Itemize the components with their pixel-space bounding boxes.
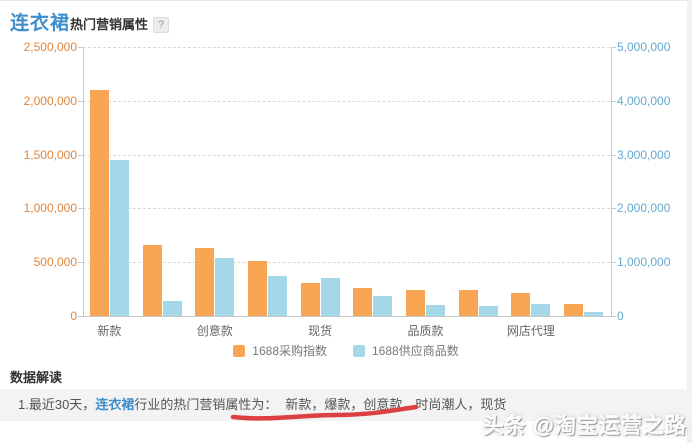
left-axis-tick-label: 0: [70, 309, 77, 323]
bar-supply-count-9[interactable]: [584, 311, 604, 316]
insight-prefix: 1.最近30天，: [18, 397, 96, 412]
insight-text: 1.最近30天，连衣裙行业的热门营销属性为： 新款，爆款，创意款，时尚潮人，现货: [18, 389, 506, 421]
bar-purchase-index-2[interactable]: [195, 248, 215, 316]
gridline: [83, 47, 610, 48]
right-axis-tick: [611, 154, 616, 156]
bar-purchase-index-1[interactable]: [142, 244, 162, 316]
x-axis-label: 品质款: [407, 324, 444, 338]
bar-purchase-index-4[interactable]: [300, 282, 320, 316]
x-axis-label: 网店代理: [506, 324, 555, 338]
page-edge-strip: [687, 0, 692, 443]
right-axis-tick-label: 2,000,000: [617, 201, 671, 216]
left-axis-tick: [78, 100, 83, 102]
insight-heading: 数据解读: [10, 370, 63, 385]
left-axis-tick: [78, 154, 83, 156]
left-axis-tick-label: 500,000: [33, 255, 77, 270]
bar-purchase-index-0[interactable]: [89, 90, 109, 316]
bar-supply-count-3[interactable]: [267, 276, 287, 316]
left-axis-tick: [78, 47, 83, 48]
keyword-link[interactable]: 连衣裙: [95, 397, 135, 412]
left-axis-tick-label: 1,000,000: [23, 201, 77, 216]
legend-swatch: [353, 344, 365, 357]
right-axis-tick-label: 1,000,000: [617, 255, 671, 270]
right-axis-tick: [611, 208, 616, 210]
left-axis-tick: [78, 316, 83, 317]
legend-item-purchase-index[interactable]: 1688采购指数: [233, 342, 327, 359]
gridline: [83, 262, 610, 264]
watermark: 头条 @淘宝运营之路: [482, 415, 687, 438]
title-keyword: 连衣裙: [10, 13, 71, 34]
bar-supply-count-2[interactable]: [215, 257, 235, 316]
bar-purchase-index-3[interactable]: [247, 261, 267, 316]
panel-top-border: [0, 0, 692, 1]
page-title: 连衣裙热门营销属性?: [10, 8, 170, 35]
bar-purchase-index-9[interactable]: [564, 304, 584, 316]
bar-purchase-index-5[interactable]: [353, 288, 373, 316]
bar-supply-count-1[interactable]: [162, 300, 182, 316]
right-axis-tick: [611, 47, 616, 48]
right-axis-tick: [611, 100, 616, 102]
help-icon[interactable]: ?: [153, 17, 170, 33]
right-axis-tick-label: 3,000,000: [617, 147, 671, 162]
left-axis-tick-label: 2,000,000: [23, 93, 77, 108]
gridline: [83, 208, 610, 210]
left-axis-tick: [78, 262, 83, 264]
x-axis-label: 创意款: [196, 324, 233, 338]
bar-supply-count-0[interactable]: [109, 159, 129, 316]
bar-supply-count-5[interactable]: [373, 295, 393, 316]
insight-middle: 行业的热门营销属性为：: [134, 397, 278, 412]
left-axis-tick-label: 2,500,000: [23, 40, 77, 54]
highlighted-attributes: 新款，爆款，创意款，时尚潮人，现货: [285, 397, 507, 412]
right-axis-tick: [611, 316, 616, 317]
bar-purchase-index-7[interactable]: [458, 290, 478, 316]
plot-area: [83, 47, 612, 317]
title-suffix: 热门营销属性: [70, 17, 149, 32]
legend-label: 1688供应商品数: [372, 344, 459, 358]
x-axis-label: 新款: [97, 324, 122, 338]
legend-item-supply-count[interactable]: 1688供应商品数: [353, 342, 459, 359]
chart-legend: 1688采购指数 1688供应商品数: [0, 342, 692, 359]
right-axis-tick-label: 4,000,000: [617, 93, 671, 108]
right-axis-tick-label: 0: [617, 309, 624, 323]
legend-swatch: [233, 344, 246, 357]
bar-supply-count-8[interactable]: [531, 304, 551, 316]
bar-supply-count-6[interactable]: [426, 304, 446, 316]
gridline: [83, 154, 610, 156]
left-axis-tick-label: 1,500,000: [23, 147, 77, 162]
bar-supply-count-4[interactable]: [320, 278, 340, 316]
bar-supply-count-7[interactable]: [478, 305, 498, 316]
left-axis-tick: [78, 208, 83, 210]
gridline: [83, 100, 610, 102]
bar-purchase-index-8[interactable]: [511, 293, 531, 316]
right-axis-tick: [611, 262, 616, 264]
legend-label: 1688采购指数: [252, 344, 327, 358]
bar-purchase-index-6[interactable]: [406, 289, 426, 316]
x-axis-label: 现货: [308, 324, 333, 338]
right-axis-tick-label: 5,000,000: [617, 40, 671, 54]
